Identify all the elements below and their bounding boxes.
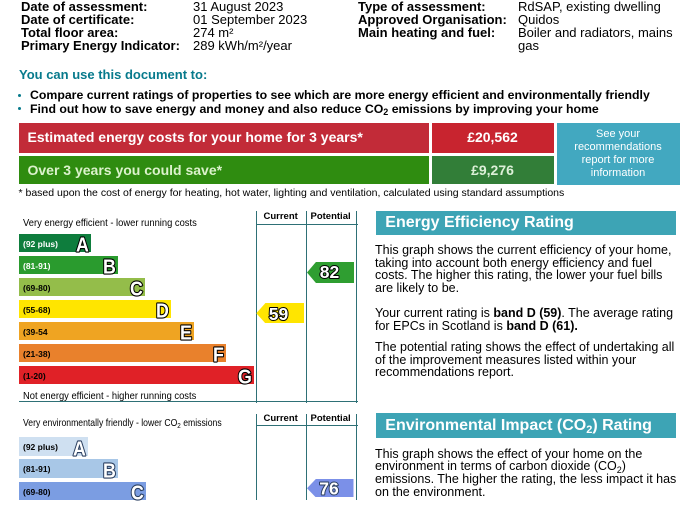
svg-text:A: A (73, 438, 86, 460)
svg-text:C: C (131, 482, 144, 504)
svg-text:E: E (179, 322, 191, 344)
svg-text:F: F (212, 344, 223, 366)
svg-text:B: B (103, 460, 116, 482)
svg-text:G: G (237, 366, 251, 388)
svg-text:59: 59 (269, 304, 289, 324)
svg-text:76: 76 (319, 479, 339, 498)
svg-text:D: D (155, 300, 168, 322)
svg-text:82: 82 (320, 262, 340, 282)
svg-text:B: B (102, 256, 115, 278)
svg-text:C: C (130, 278, 143, 300)
svg-text:A: A (75, 234, 88, 256)
